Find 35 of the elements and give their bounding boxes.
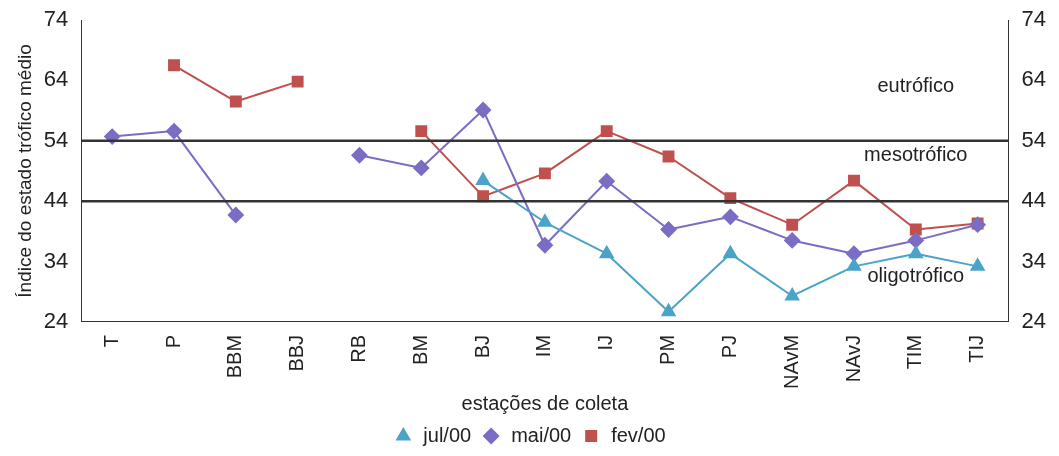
y-axis-title: Índice do estado trófico médio	[13, 44, 35, 298]
x-tick-label: PM	[656, 334, 679, 365]
x-tick-label: BBJ	[285, 334, 308, 372]
y2-tick-label: 74	[1021, 6, 1047, 32]
x-tick-label: TIM	[903, 334, 926, 370]
x-tick-label: BM	[408, 334, 431, 365]
x-tick-label: TIJ	[965, 334, 988, 363]
x-tick-label: IJ	[594, 334, 617, 351]
y2-tick-label: 34	[1021, 247, 1047, 273]
y2-tick-label: 44	[1021, 187, 1047, 213]
x-axis-title: estações de coleta	[461, 391, 630, 414]
x-tick-label: T	[99, 334, 122, 348]
y-tick-label: 64	[43, 66, 69, 92]
x-tick-label: BBM	[223, 334, 246, 379]
x-tick-label: BJ	[470, 334, 493, 359]
x-tick-label: PJ	[717, 334, 740, 359]
y-tick-label: 24	[43, 307, 69, 333]
x-tick-label: P	[161, 334, 184, 349]
legend-label: mai/00	[511, 423, 572, 446]
x-tick-label: IM	[532, 334, 555, 358]
annotation: eutrófico	[877, 73, 955, 96]
y-tick-label: 74	[43, 6, 69, 32]
x-tick-label: RB	[346, 334, 369, 363]
annotation: mesotrófico	[864, 143, 968, 166]
y2-tick-label: 64	[1021, 66, 1047, 92]
annotation: oligotrófico	[867, 264, 965, 287]
y-tick-label: 34	[43, 247, 69, 273]
y2-tick-label: 54	[1021, 126, 1047, 152]
y2-tick-label: 24	[1021, 307, 1047, 333]
legend-label: jul/00	[422, 423, 472, 446]
y-tick-label: 44	[43, 187, 69, 213]
legend-label: fev/00	[611, 423, 666, 446]
x-tick-label: NAvJ	[841, 334, 864, 383]
y-tick-label: 54	[43, 126, 69, 152]
x-tick-label: NAvM	[779, 334, 802, 390]
